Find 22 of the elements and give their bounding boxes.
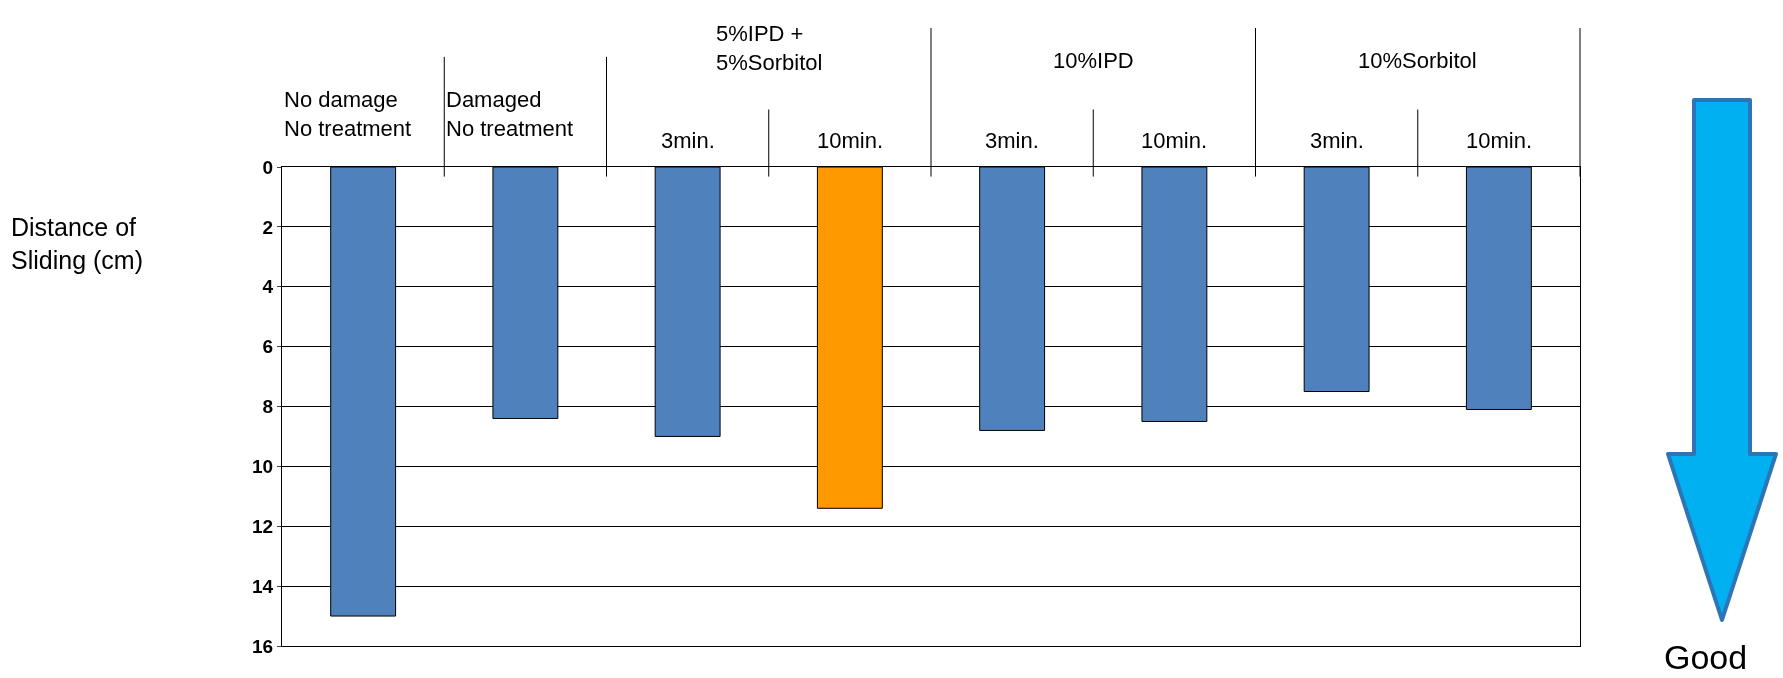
y-tick-label: 16 (252, 635, 274, 657)
x-tick-label: 3min. (1310, 128, 1364, 153)
y-tick-label: 14 (252, 575, 274, 597)
text: Good (1664, 638, 1748, 676)
y-tick-label: 10 (252, 456, 274, 478)
y-tick-label: 2 (262, 216, 274, 238)
y-tick-label: 0 (262, 156, 274, 178)
x-tick-label: 10min. (1141, 128, 1208, 153)
x-tick-label: 10min. (1466, 128, 1533, 153)
x-tick-label: 10min. (817, 128, 884, 153)
text: 10%Sorbitol (1358, 48, 1477, 73)
x-tick-label: No damage No treatment (284, 87, 412, 141)
x-tick-label: 3min. (661, 128, 715, 153)
y-tick-label: 12 (252, 515, 274, 537)
y-axis-title: Distance of Sliding (cm) (11, 213, 143, 274)
y-tick-label: 4 (262, 276, 274, 298)
y-tick-label: 6 (262, 336, 274, 358)
x-tick-label: 3min. (985, 128, 1039, 153)
text: 5%IPD + 5%Sorbitol (716, 21, 823, 75)
text: 10%IPD (1053, 48, 1134, 73)
y-tick-label: 8 (262, 396, 274, 418)
x-tick-label: Damaged No treatment (446, 87, 574, 141)
